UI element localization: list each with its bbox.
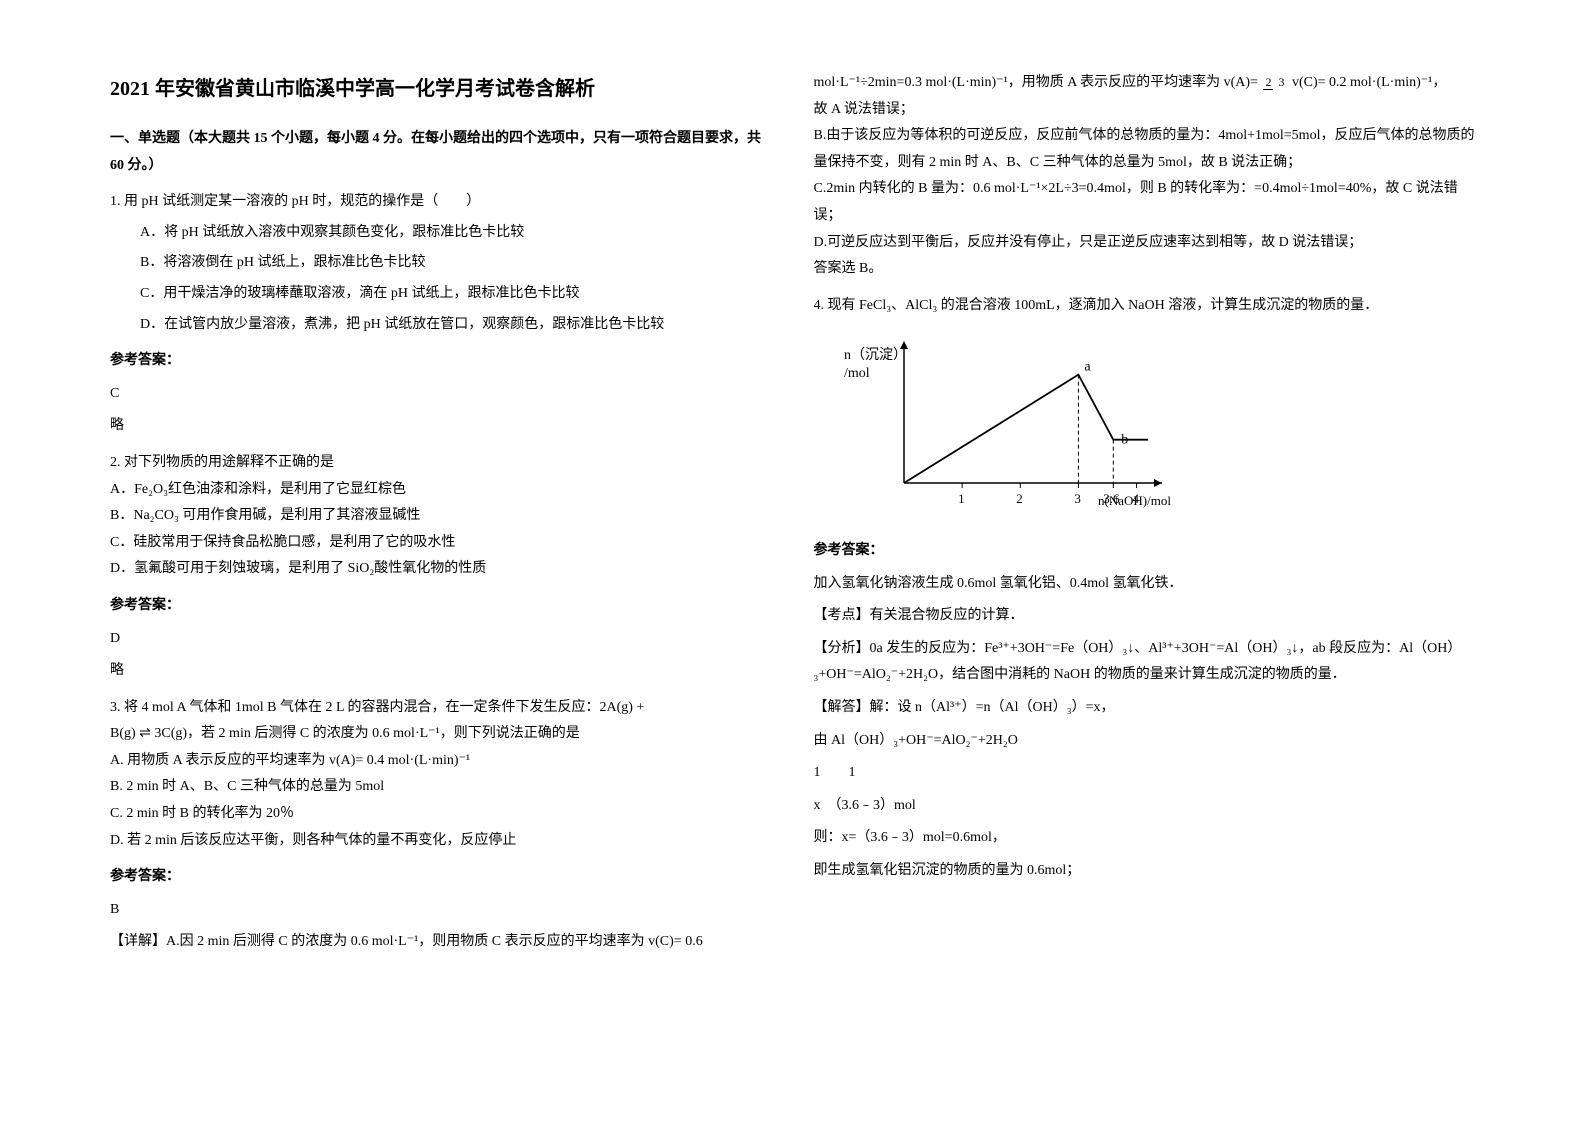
q4-answer-line4: 【解答】解：设 n（Al³⁺）=n（Al（OH）₃）=x， bbox=[814, 695, 1478, 722]
svg-text:3: 3 bbox=[1074, 491, 1081, 506]
q4-answer-line2: 【考点】有关混合物反应的计算． bbox=[814, 603, 1478, 630]
q3-a-text: A. 用物质 A 表示反应的平均速率为 v(A)= 0.4 mol·(L·min… bbox=[110, 753, 470, 768]
right-column: mol·L⁻¹÷2min=0.3 mol·(L·min)⁻¹，用物质 A 表示反… bbox=[794, 70, 1498, 1082]
svg-text:2: 2 bbox=[1016, 491, 1023, 506]
svg-text:4: 4 bbox=[1132, 491, 1139, 506]
q4-answer-line6: 1 1 bbox=[814, 760, 1478, 787]
q2-option-a: A．Fe₂O₃红色油漆和涂料，是利用了它显红棕色 bbox=[110, 477, 774, 504]
q4-answer-line3: 【分析】0a 发生的反应为：Fe³⁺+3OH⁻=Fe（OH）₃↓、Al³⁺+3O… bbox=[814, 636, 1478, 689]
left-column: 2021 年安徽省黄山市临溪中学高一化学月考试卷含解析 一、单选题（本大题共 1… bbox=[90, 70, 794, 1082]
q3-answer: B bbox=[110, 897, 774, 924]
page-title: 2021 年安徽省黄山市临溪中学高一化学月考试卷含解析 bbox=[110, 70, 774, 108]
q3-option-d: D. 若 2 min 后该反应达平衡，则各种气体的量不再变化，反应停止 bbox=[110, 828, 774, 855]
q4-answer-line5: 由 Al（OH）₃+OH⁻=AlO₂⁻+2H₂O bbox=[814, 728, 1478, 755]
q3-stem-line2: B(g) ⇌ 3C(g)，若 2 min 后测得 C 的浓度为 0.6 mol·… bbox=[110, 721, 774, 748]
q4-answer-label: 参考答案： bbox=[814, 538, 1478, 565]
fraction-2-3: 2 3 bbox=[1263, 76, 1286, 89]
q2-stem: 2. 对下列物质的用途解释不正确的是 bbox=[110, 450, 774, 477]
q2-answer-label: 参考答案： bbox=[110, 593, 774, 620]
q3-stem-line1: 3. 将 4 mol A 气体和 1mol B 气体在 2 L 的容器内混合，在… bbox=[110, 695, 774, 722]
q2-answer: D bbox=[110, 626, 774, 653]
section-heading: 一、单选题（本大题共 15 个小题，每小题 4 分。在每小题给出的四个选项中，只… bbox=[110, 126, 774, 179]
q3-option-b: B. 2 min 时 A、B、C 三种气体的总量为 5mol bbox=[110, 774, 774, 801]
svg-text:/mol: /mol bbox=[844, 366, 870, 381]
q4-stem: 4. 现有 FeCl₃、AlCl₃ 的混合溶液 100mL，逐滴加入 NaOH … bbox=[814, 293, 1478, 320]
q4-answer-line9: 即生成氢氧化铝沉淀的物质的量为 0.6mol； bbox=[814, 858, 1478, 885]
q3-exp-c: C.2min 内转化的 B 量为：0.6 mol·L⁻¹×2L÷3=0.4mol… bbox=[814, 176, 1478, 229]
q3-answer-label: 参考答案： bbox=[110, 864, 774, 891]
q4-answer-line7: x （3.6﹣3）mol bbox=[814, 793, 1478, 820]
q4-chart: n（沉淀）/moln(NaOH)/mol1233.64ab bbox=[834, 333, 1478, 524]
q1-option-a: A．将 pH 试纸放入溶液中观察其颜色变化，跟标准比色卡比较 bbox=[110, 220, 774, 247]
q3-exp-text2: v(C)= 0.2 mol·(L·min)⁻¹， bbox=[1292, 75, 1446, 90]
q3-exp-d: D.可逆反应达到平衡后，反应并没有停止，只是正逆反应速率达到相等，故 D 说法错… bbox=[814, 230, 1478, 257]
q3-explanation-cont: mol·L⁻¹÷2min=0.3 mol·(L·min)⁻¹，用物质 A 表示反… bbox=[814, 70, 1478, 97]
q1-answer-label: 参考答案： bbox=[110, 348, 774, 375]
svg-text:3.6: 3.6 bbox=[1103, 491, 1120, 506]
q1-explanation: 略 bbox=[110, 413, 774, 440]
q2-option-c: C．硅胶常用于保持食品松脆口感，是利用了它的吸水性 bbox=[110, 530, 774, 557]
q2-explanation: 略 bbox=[110, 658, 774, 685]
q1-option-d: D．在试管内放少量溶液，煮沸，把 pH 试纸放在管口，观察颜色，跟标准比色卡比较 bbox=[110, 312, 774, 339]
q3-option-a: A. 用物质 A 表示反应的平均速率为 v(A)= 0.4 mol·(L·min… bbox=[110, 748, 774, 775]
q1-answer: C bbox=[110, 381, 774, 408]
q2-option-b: B．Na₂CO₃ 可用作食用碱，是利用了其溶液显碱性 bbox=[110, 503, 774, 530]
q3-exp-text1: mol·L⁻¹÷2min=0.3 mol·(L·min)⁻¹，用物质 A 表示反… bbox=[814, 75, 1258, 90]
q3-option-c: C. 2 min 时 B 的转化率为 20％ bbox=[110, 801, 774, 828]
q1-option-c: C．用干燥洁净的玻璃棒蘸取溶液，滴在 pH 试纸上，跟标准比色卡比较 bbox=[110, 281, 774, 308]
q4-answer-line8: 则：x=（3.6﹣3）mol=0.6mol， bbox=[814, 825, 1478, 852]
q3-exp-final: 答案选 B。 bbox=[814, 256, 1478, 283]
svg-text:n（沉淀）: n（沉淀） bbox=[844, 347, 907, 363]
fraction-numerator: 2 bbox=[1263, 75, 1273, 90]
q3-exp-b: B.由于该反应为等体积的可逆反应，反应前气体的总物质的量为：4mol+1mol=… bbox=[814, 123, 1478, 176]
q1-option-b: B．将溶液倒在 pH 试纸上，跟标准比色卡比较 bbox=[110, 250, 774, 277]
q1-stem: 1. 用 pH 试纸测定某一溶液的 pH 时，规范的操作是（ ） bbox=[110, 189, 774, 216]
q4-chart-svg: n（沉淀）/moln(NaOH)/mol1233.64ab bbox=[834, 333, 1174, 513]
svg-text:a: a bbox=[1084, 360, 1091, 375]
question-4: 4. 现有 FeCl₃、AlCl₃ 的混合溶液 100mL，逐滴加入 NaOH … bbox=[814, 293, 1478, 885]
svg-text:b: b bbox=[1121, 433, 1128, 448]
svg-text:1: 1 bbox=[958, 491, 965, 506]
q3-explanation-part1: 【详解】A.因 2 min 后测得 C 的浓度为 0.6 mol·L⁻¹，则用物… bbox=[110, 929, 774, 956]
question-1: 1. 用 pH 试纸测定某一溶液的 pH 时，规范的操作是（ ） A．将 pH … bbox=[110, 189, 774, 440]
question-3: 3. 将 4 mol A 气体和 1mol B 气体在 2 L 的容器内混合，在… bbox=[110, 695, 774, 956]
question-2: 2. 对下列物质的用途解释不正确的是 A．Fe₂O₃红色油漆和涂料，是利用了它显… bbox=[110, 450, 774, 685]
q4-answer-line1: 加入氢氧化钠溶液生成 0.6mol 氢氧化铝、0.4mol 氢氧化铁． bbox=[814, 571, 1478, 598]
fraction-denominator: 3 bbox=[1276, 75, 1286, 89]
q3-exp-a-wrong: 故 A 说法错误； bbox=[814, 97, 1478, 124]
q2-option-d: D．氢氟酸可用于刻蚀玻璃，是利用了 SiO₂酸性氧化物的性质 bbox=[110, 556, 774, 583]
